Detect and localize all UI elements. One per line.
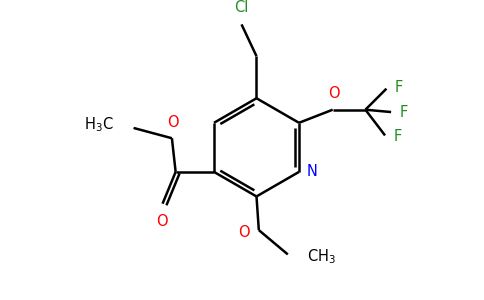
Text: O: O (238, 225, 249, 240)
Text: Cl: Cl (234, 0, 249, 15)
Text: CH$_3$: CH$_3$ (307, 247, 336, 266)
Text: H$_3$C: H$_3$C (84, 116, 114, 134)
Text: F: F (395, 80, 403, 95)
Text: F: F (393, 129, 402, 144)
Text: O: O (156, 214, 168, 229)
Text: O: O (328, 86, 339, 101)
Text: N: N (307, 164, 318, 179)
Text: O: O (167, 115, 179, 130)
Text: F: F (399, 105, 408, 120)
